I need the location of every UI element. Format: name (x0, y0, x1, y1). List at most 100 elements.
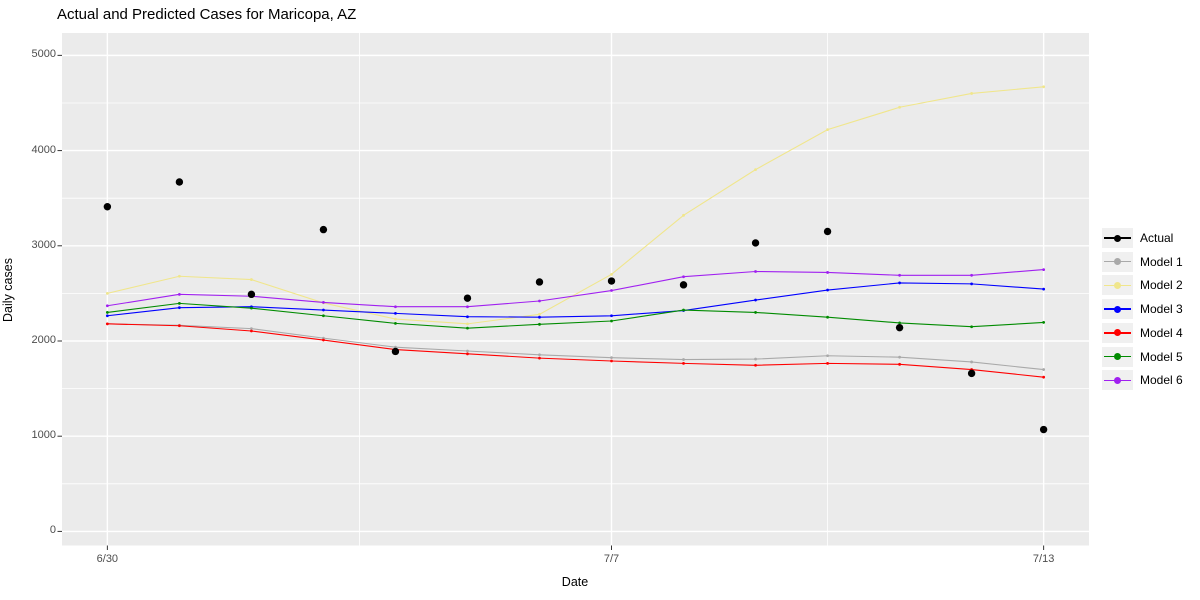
series-point-model-6 (466, 305, 469, 309)
data-point-actual (463, 294, 472, 302)
series-point-model-1 (682, 358, 685, 361)
legend-label: Model 2 (1140, 278, 1183, 293)
series-point-model-6 (754, 270, 757, 273)
series-line-model-6 (107, 269, 1044, 308)
series-point-model-3 (898, 281, 901, 285)
data-point-actual (895, 323, 904, 332)
legend-key-icon (1102, 322, 1133, 343)
data-point-actual (679, 281, 688, 289)
data-point-actual (607, 277, 616, 285)
series-point-model-1 (250, 327, 253, 331)
chart-title: Actual and Predicted Cases for Maricopa,… (57, 6, 357, 23)
series-point-model-5 (322, 314, 325, 318)
legend-key-dot (1114, 234, 1121, 242)
legend-item-model-2: Model 2 (1102, 274, 1183, 296)
data-point-actual (391, 347, 400, 356)
data-point-actual (247, 290, 256, 299)
legend-item-model-4: Model 4 (1102, 322, 1183, 344)
series-point-model-2 (1042, 85, 1046, 89)
legend-key-icon (1102, 228, 1133, 248)
series-point-model-4 (538, 356, 541, 360)
legend-key-dot (1114, 376, 1121, 384)
series-point-model-6 (682, 275, 685, 279)
series-line-model-4 (107, 323, 1044, 378)
series-point-model-1 (610, 356, 613, 360)
series-point-model-3 (177, 306, 181, 310)
series-point-model-1 (1042, 368, 1046, 371)
series-point-model-5 (177, 301, 181, 305)
series-point-model-5 (682, 308, 685, 312)
series-point-model-6 (1042, 268, 1046, 271)
series-point-model-1 (898, 355, 901, 359)
series-point-model-3 (970, 282, 974, 286)
series-point-model-5 (970, 325, 974, 329)
series-point-model-6 (177, 292, 181, 296)
series-line-model-1 (107, 323, 1044, 371)
series-point-model-3 (538, 315, 541, 319)
x-tick-label: 7/7 (603, 552, 620, 565)
series-point-model-3 (466, 315, 469, 319)
legend-label: Actual (1140, 231, 1174, 245)
series-point-model-5 (610, 319, 613, 323)
series-point-model-4 (610, 359, 613, 363)
series-point-model-3 (610, 314, 613, 318)
x-axis-title: Date (561, 575, 589, 589)
series-point-model-2 (970, 92, 974, 95)
series-point-model-5 (105, 311, 109, 314)
series-point-model-4 (1042, 375, 1046, 379)
legend-key-dot (1114, 258, 1121, 266)
series-point-model-4 (682, 361, 685, 365)
series-point-model-3 (1042, 287, 1046, 291)
legend-item-actual: Actual (1102, 227, 1173, 249)
series-point-model-1 (826, 354, 829, 358)
legend-item-model-6: Model 6 (1102, 369, 1183, 391)
legend-label: Model 3 (1140, 302, 1183, 317)
series-point-model-6 (105, 304, 109, 308)
series-line-model-3 (107, 282, 1044, 318)
series-point-model-6 (826, 271, 829, 274)
series-point-model-6 (322, 301, 325, 304)
series-point-model-1 (538, 353, 541, 357)
series-line-model-2 (107, 86, 1044, 325)
data-point-actual (103, 203, 112, 211)
series-point-model-4 (105, 322, 109, 326)
legend-key-dot (1114, 305, 1121, 313)
legend-key-icon (1102, 251, 1133, 272)
y-tick-label: 4000 (31, 143, 56, 156)
series-point-model-2 (826, 128, 829, 132)
legend-key-icon (1102, 370, 1133, 391)
series-point-model-3 (394, 311, 397, 315)
series-point-model-5 (1042, 321, 1046, 324)
series-point-model-3 (826, 288, 829, 292)
legend-item-model-5: Model 5 (1102, 346, 1183, 368)
series-point-model-4 (322, 338, 325, 342)
y-tick-label: 3000 (31, 238, 56, 251)
series-point-model-2 (538, 312, 541, 316)
series-point-model-2 (898, 105, 901, 109)
data-point-actual (319, 225, 328, 234)
series-point-model-6 (394, 305, 397, 309)
series-point-model-2 (466, 322, 469, 326)
data-point-actual (535, 278, 544, 286)
series-point-model-6 (538, 299, 541, 303)
plot-panel (62, 33, 1089, 546)
series-point-model-5 (754, 311, 757, 314)
series-point-model-1 (754, 357, 757, 361)
series-point-model-2 (610, 272, 613, 276)
series-point-model-5 (538, 322, 541, 326)
series-point-model-4 (250, 329, 253, 333)
legend-label: Model 6 (1140, 373, 1183, 388)
legend-label: Model 4 (1140, 325, 1183, 340)
x-tick-label: 7/13 (1032, 552, 1055, 565)
series-point-model-1 (466, 349, 469, 353)
legend-key-dot (1114, 329, 1121, 337)
legend-label: Model 5 (1140, 349, 1183, 364)
data-point-actual (175, 178, 184, 186)
x-tick-label: 6/30 (96, 552, 119, 565)
y-tick-label: 1000 (31, 429, 56, 442)
series-point-model-1 (970, 360, 974, 364)
series-point-model-2 (394, 317, 397, 321)
series-point-model-4 (898, 362, 901, 366)
series-point-model-4 (754, 363, 757, 367)
